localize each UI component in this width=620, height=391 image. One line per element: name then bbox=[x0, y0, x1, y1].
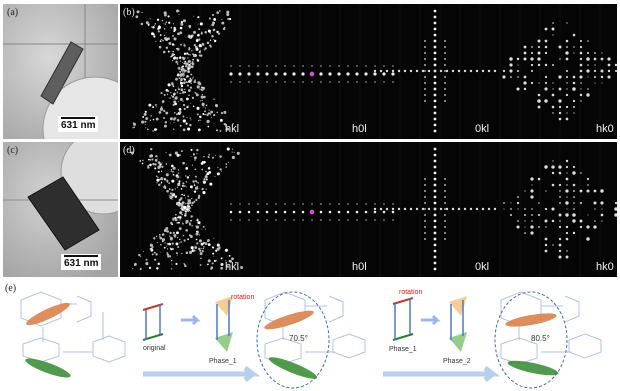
label-rotation-2: rotation bbox=[399, 289, 423, 296]
scale-bar-a: 631 nm bbox=[58, 116, 99, 132]
scale-bar-a-label: 631 nm bbox=[61, 120, 96, 131]
scale-bar-c-label: 631 nm bbox=[64, 258, 99, 269]
label-d-hkl: hkl bbox=[225, 261, 240, 273]
panel-label-b: (b) bbox=[123, 7, 135, 18]
label-phase1-again: Phase_1 bbox=[389, 346, 417, 353]
scale-bar-c: 631 nm bbox=[61, 254, 102, 270]
scheme-panel-e: (e) original Phase_1 rotation 70.5° Phas… bbox=[3, 282, 617, 389]
label-b-hkl: hkl bbox=[225, 123, 240, 135]
label-phase2: Phase_2 bbox=[443, 358, 471, 365]
label-angle-2: 80.5° bbox=[531, 334, 550, 343]
diffraction-pattern-b bbox=[120, 4, 617, 139]
diffraction-panel-d: (d) hkl h0l 0kl hk0 bbox=[120, 142, 617, 277]
tem-image-c: (c) 631 nm bbox=[3, 142, 118, 277]
diffraction-pattern-d bbox=[120, 142, 617, 277]
panel-label-a: (a) bbox=[7, 7, 19, 18]
diffraction-panel-b: (b) hkl h0l 0kl hk0 bbox=[120, 4, 617, 139]
label-b-hk0: hk0 bbox=[596, 123, 614, 135]
tem-crystal-c bbox=[3, 142, 118, 277]
panel-label-d: (d) bbox=[123, 145, 135, 156]
panel-label-c: (c) bbox=[7, 145, 19, 156]
label-phase1: Phase_1 bbox=[209, 358, 237, 365]
label-d-0kl: 0kl bbox=[475, 261, 490, 273]
label-d-h0l: h0l bbox=[352, 261, 367, 273]
label-original: original bbox=[143, 345, 166, 352]
label-d-hk0: hk0 bbox=[596, 261, 614, 273]
label-b-h0l: h0l bbox=[352, 123, 367, 135]
label-b-0kl: 0kl bbox=[475, 123, 490, 135]
panel-label-e: (e) bbox=[5, 283, 17, 294]
tem-image-a: (a) 631 nm bbox=[3, 4, 118, 139]
molecular-packing-scheme bbox=[20, 291, 602, 389]
label-angle-1: 70.5° bbox=[289, 334, 308, 343]
label-rotation-1: rotation bbox=[231, 294, 255, 301]
